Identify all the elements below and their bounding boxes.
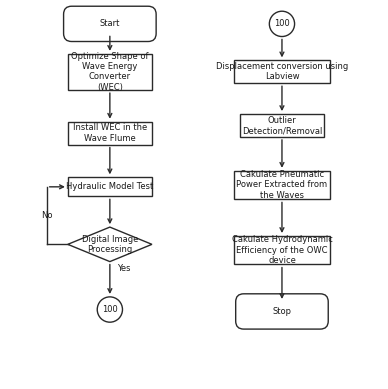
FancyBboxPatch shape [240,114,324,137]
Text: 100: 100 [274,19,290,28]
Text: Install WEC in the
Wave Flume: Install WEC in the Wave Flume [73,123,147,143]
FancyBboxPatch shape [68,54,152,90]
Text: Hydraulic Model Test: Hydraulic Model Test [66,182,154,191]
FancyBboxPatch shape [64,6,156,42]
Text: Displacement conversion using
Labview: Displacement conversion using Labview [216,62,348,82]
Text: Cakulate Hydrodynamic
Efficiency of the OWC
device: Cakulate Hydrodynamic Efficiency of the … [232,235,333,265]
FancyBboxPatch shape [234,236,330,265]
FancyBboxPatch shape [236,294,328,329]
Text: Outlier
Detection/Removal: Outlier Detection/Removal [242,116,322,135]
Text: 100: 100 [102,305,118,314]
Polygon shape [68,227,152,262]
FancyBboxPatch shape [68,122,152,145]
Text: Start: Start [100,19,120,28]
Text: Optimize Shape of
Wave Energy
Converter
(WEC): Optimize Shape of Wave Energy Converter … [71,52,149,92]
Text: Yes: Yes [118,264,131,273]
FancyBboxPatch shape [68,177,152,196]
Text: No: No [41,211,52,220]
Text: Cakulate Pneumatic
Power Extracted from
the Waves: Cakulate Pneumatic Power Extracted from … [236,170,327,200]
Circle shape [269,11,294,37]
Text: Digital Image
Processing: Digital Image Processing [82,235,138,254]
FancyBboxPatch shape [234,170,330,199]
FancyBboxPatch shape [234,60,330,83]
Circle shape [97,297,123,322]
Text: Stop: Stop [272,307,291,316]
